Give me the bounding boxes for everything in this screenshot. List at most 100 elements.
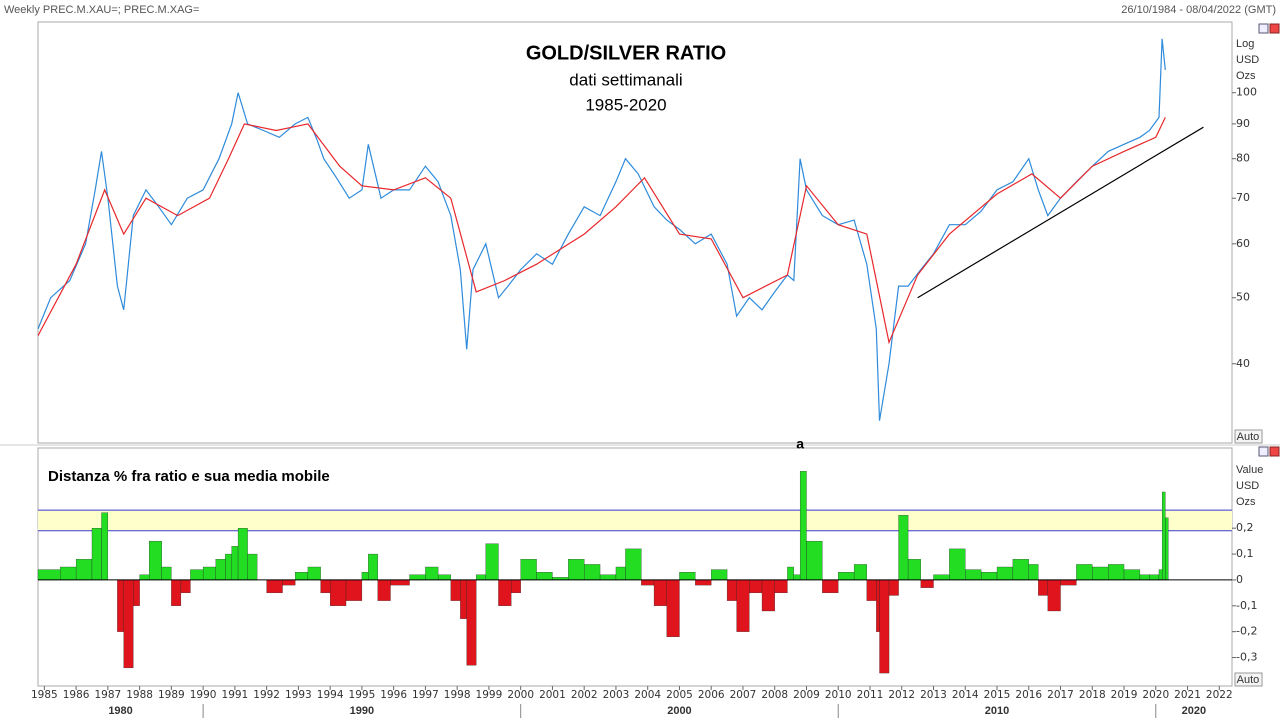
trendline <box>917 126 1204 299</box>
header-right: 26/10/1984 - 08/04/2022 (GMT) <box>1121 4 1276 16</box>
oscillator-bar <box>320 579 331 594</box>
oscillator-bar <box>139 574 150 581</box>
x-tick-label: 2008 <box>761 689 788 701</box>
oscillator-bar <box>615 566 626 581</box>
x-tick-label: 1992 <box>253 689 280 701</box>
x-tick-label: 1999 <box>476 689 503 701</box>
panel-title: Distanza % fra ratio e sua media mobile <box>48 468 330 485</box>
x-tick-label: 2014 <box>952 689 979 701</box>
oscillator-bar <box>853 564 867 581</box>
x-tick-label: 1985 <box>31 689 58 701</box>
auto-button[interactable]: Auto <box>1237 674 1260 686</box>
oscillator-bar <box>460 579 467 619</box>
x-tick-label: 1995 <box>349 689 376 701</box>
oscillator-bar <box>793 574 801 581</box>
oscillator-bar <box>761 579 775 612</box>
icon-maximize[interactable] <box>1258 446 1269 457</box>
oscillator-bar <box>876 579 880 632</box>
oscillator-bar <box>215 559 226 581</box>
x-tick-label: 2022 <box>1206 689 1233 701</box>
icon-close[interactable] <box>1269 446 1280 457</box>
axis-unit: Log <box>1236 38 1254 50</box>
oscillator-bar <box>980 572 998 581</box>
oscillator-bar <box>1060 579 1077 586</box>
x-tick-label: 2015 <box>984 689 1011 701</box>
icon-maximize[interactable] <box>1258 23 1269 34</box>
oscillator-bar <box>476 574 486 581</box>
oscillator-bar <box>695 579 712 586</box>
x-tick-label: 2001 <box>539 689 566 701</box>
oscillator-bar <box>133 579 140 606</box>
oscillator-bar <box>888 579 899 596</box>
oscillator-bar <box>1158 569 1163 581</box>
axis-unit: Ozs <box>1236 496 1256 508</box>
oscillator-bar <box>1012 559 1029 581</box>
oscillator-bar <box>450 579 461 601</box>
x-tick-label: 2020 <box>1142 689 1169 701</box>
y-tick-label: 100 <box>1236 86 1257 99</box>
oscillator-bar <box>148 540 162 581</box>
axis-unit: Value <box>1236 464 1263 476</box>
oscillator-bar <box>295 572 309 581</box>
oscillator-bar <box>787 566 794 581</box>
x-tick-label: 2011 <box>857 689 884 701</box>
annotation: a <box>796 436 804 452</box>
auto-button[interactable]: Auto <box>1237 431 1260 443</box>
oscillator-bar <box>933 574 950 581</box>
decade-label: 2020 <box>1182 705 1206 717</box>
axis-unit: USD <box>1236 54 1259 66</box>
x-tick-label: 2017 <box>1047 689 1074 701</box>
oscillator-bar <box>282 579 296 586</box>
x-tick-label: 1989 <box>158 689 185 701</box>
oscillator-bar <box>806 540 823 581</box>
x-tick-label: 1991 <box>222 689 249 701</box>
oscillator-bar <box>599 574 617 581</box>
y-tick-label: 80 <box>1236 152 1250 165</box>
icon-close[interactable] <box>1269 23 1280 34</box>
x-tick-label: 1993 <box>285 689 312 701</box>
x-tick-label: 2003 <box>603 689 630 701</box>
y-tick-label: 0,2 <box>1236 521 1254 534</box>
oscillator-bar <box>799 471 807 581</box>
oscillator-bar <box>437 574 451 581</box>
x-tick-label: 1996 <box>380 689 407 701</box>
x-tick-label: 1998 <box>444 689 471 701</box>
chart-period: 1985-2020 <box>585 95 666 114</box>
oscillator-bar <box>965 569 982 581</box>
oscillator-bar <box>907 559 921 581</box>
x-tick-label: 2018 <box>1079 689 1106 701</box>
decade-label: 2010 <box>985 705 1009 717</box>
oscillator-bar <box>1165 517 1169 581</box>
oscillator-bar <box>345 579 363 601</box>
x-tick-label: 2006 <box>698 689 725 701</box>
oscillator-bar <box>190 569 204 581</box>
oscillator-bar <box>1038 579 1048 596</box>
y-tick-label: 0 <box>1236 573 1243 586</box>
header-left: Weekly PREC.M.XAU=; PREC.M.XAG= <box>4 4 199 16</box>
oscillator-bar <box>117 579 124 632</box>
oscillator-bar <box>485 543 499 581</box>
panel-icons[interactable] <box>1258 23 1280 457</box>
x-tick-label: 2016 <box>1015 689 1042 701</box>
oscillator-bar <box>329 579 347 606</box>
oscillator-bar <box>237 528 248 581</box>
chart-title: GOLD/SILVER RATIO <box>526 42 726 64</box>
oscillator-bar <box>75 559 93 581</box>
oscillator-bar <box>1149 574 1160 581</box>
y-tick-label: 60 <box>1236 237 1250 250</box>
oscillator-bar <box>390 579 410 586</box>
oscillator-bar <box>266 579 283 594</box>
auto-button-frame <box>1234 672 1263 687</box>
oscillator-bar <box>377 579 391 601</box>
oscillator-bar <box>898 515 909 581</box>
oscillator-bar <box>231 546 239 581</box>
oscillator-bar <box>641 579 655 586</box>
oscillator-bar <box>1139 574 1150 581</box>
y-tick-label: 50 <box>1236 291 1250 304</box>
oscillator-bar <box>749 579 763 594</box>
x-tick-label: 1987 <box>94 689 121 701</box>
oscillator-bar <box>1108 564 1125 581</box>
